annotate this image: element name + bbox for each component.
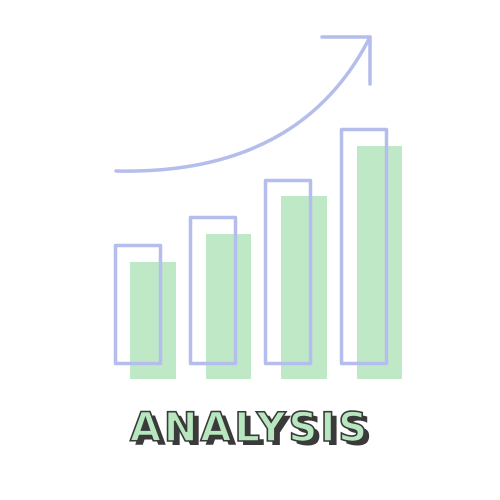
bar-outline-3	[263, 178, 313, 366]
bar-outline-4	[339, 127, 389, 366]
caption: ANALYSIS ANALYSIS	[0, 405, 500, 452]
bar-fill-1	[130, 262, 176, 379]
bar-fill-2	[206, 234, 251, 379]
caption-face-text: ANALYSIS	[129, 405, 371, 451]
caption-title: ANALYSIS ANALYSIS	[129, 405, 372, 452]
trend-up-arrow-icon	[114, 35, 372, 173]
bar-fill-4	[357, 146, 402, 379]
bar-outline-2	[188, 215, 238, 366]
bar-fill-3	[281, 196, 327, 379]
bar-outline-1	[113, 243, 163, 366]
caption-shadow-text: ANALYSIS	[134, 409, 376, 455]
